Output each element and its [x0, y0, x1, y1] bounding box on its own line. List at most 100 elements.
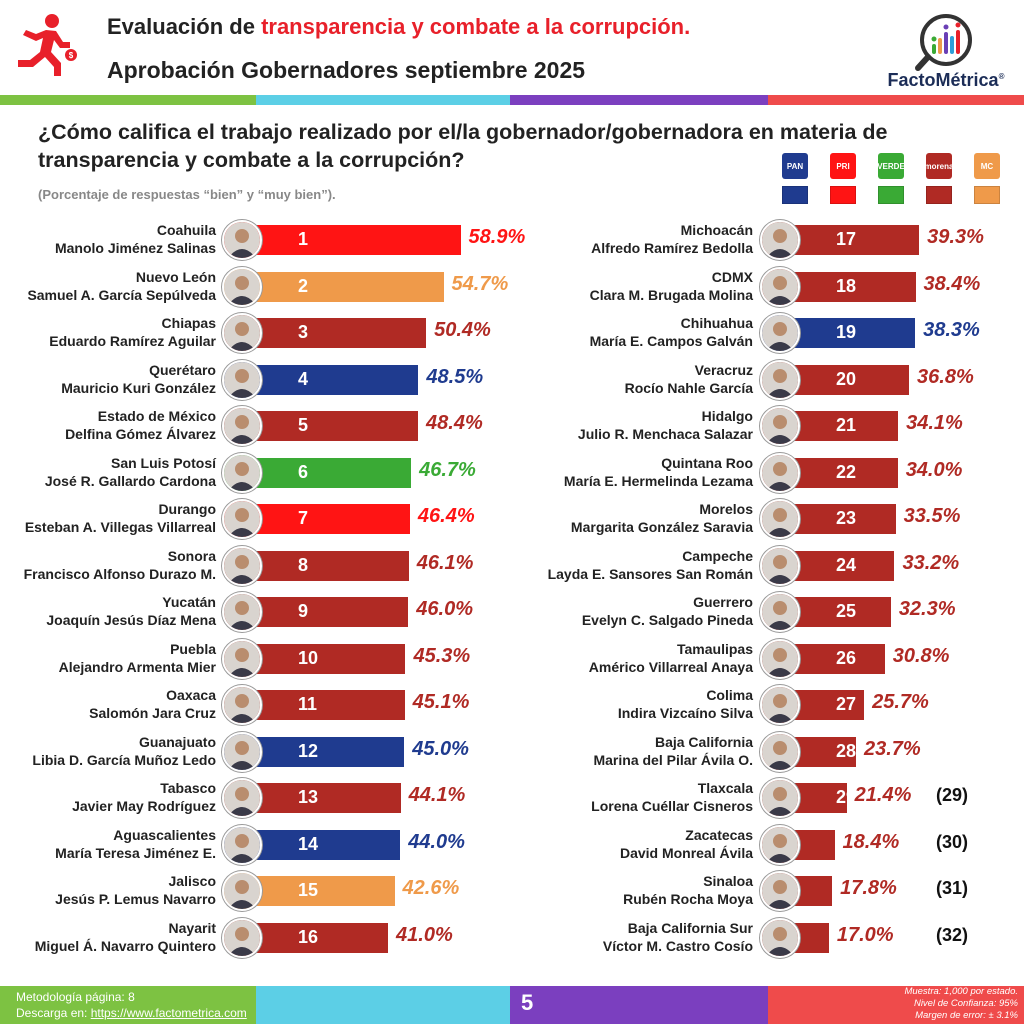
- governor-photo: [760, 266, 800, 307]
- corruption-runner-icon: $: [18, 14, 77, 76]
- rank-number: 2: [298, 275, 309, 296]
- governor-name: María E. Campos Galván: [589, 333, 753, 349]
- note-text: (Porcentaje de respuestas “bien” y “muy …: [38, 187, 336, 202]
- state-name: Michoacán: [680, 222, 753, 238]
- rank-number: 4: [298, 368, 309, 389]
- governor-name: Francisco Alfonso Durazo M.: [23, 565, 216, 582]
- party-legend: PAN PRI VERDE morena MC: [782, 153, 1022, 208]
- governor-row: Nuevo León Samuel A. García Sepúlveda 2 54.…: [0, 264, 1024, 310]
- state-name: Coahuila: [156, 222, 216, 238]
- bar: 11: [240, 690, 405, 720]
- bar: 12: [240, 736, 405, 767]
- governor-photo: [760, 359, 800, 400]
- bar: 16: [240, 922, 389, 953]
- color-stripe-cyan: [256, 95, 510, 105]
- party-pri: PRI: [830, 153, 856, 204]
- governor-row: Sinaloa Rubén Rocha Moya 31 17.8% (31): [0, 868, 1024, 914]
- governor-name: María Teresa Jiménez E.: [55, 844, 216, 861]
- bar: 15: [240, 876, 395, 906]
- governor-row: Tabasco Javier May Rodríguez 13 44.1%: [0, 775, 1024, 821]
- party-logo-pri: PRI: [830, 153, 856, 179]
- governor-photo: [760, 313, 800, 353]
- state-name: Chihuahua: [680, 315, 753, 331]
- state-name: Durango: [158, 501, 216, 517]
- governor-name: María E. Hermelinda Lezama: [563, 472, 753, 489]
- party-swatch: [974, 186, 1000, 204]
- rank-number: 7: [298, 508, 309, 528]
- governor-row: Campeche Layda E. Sansores San Román 24 33.…: [0, 543, 1024, 589]
- governor-row: Sonora Francisco Alfonso Durazo M. 8 46.1%: [0, 543, 1024, 589]
- governor-photo: [222, 359, 262, 400]
- state-name: Puebla: [170, 640, 216, 657]
- footer-band-purple: [510, 986, 768, 1024]
- value-label: 17.0%: [836, 923, 894, 946]
- governor-row: Nayarit Miguel Á. Navarro Quintero 16 41.0%: [0, 915, 1024, 961]
- rank-number: 10: [298, 647, 319, 668]
- bar: 13: [240, 783, 401, 813]
- governor-label: Michoacán Alfredo Ramírez Bedolla: [453, 221, 753, 257]
- state-name: Querétaro: [149, 361, 216, 378]
- governor-label: Guerrero Evelyn C. Salgado Pineda: [453, 593, 753, 629]
- rank-number: 1: [298, 229, 309, 249]
- party-logo-verde: VERDE: [877, 153, 905, 179]
- rank-number: 20: [836, 368, 857, 389]
- value-label: 34.0%: [905, 458, 963, 481]
- state-name: Colima: [706, 687, 753, 703]
- state-name: Veracruz: [694, 361, 753, 378]
- bar: 5: [240, 411, 419, 441]
- state-name: Guerrero: [693, 594, 753, 610]
- bar: 17: [778, 225, 920, 255]
- value-label: 36.8%: [917, 365, 974, 388]
- rank-number: 15: [298, 880, 319, 900]
- download-link[interactable]: https://www.factometrica.com: [90, 1006, 247, 1020]
- governor-row: Guanajuato Libia D. García Muñoz Ledo 12 45…: [0, 729, 1024, 775]
- state-name: Guanajuato: [138, 733, 216, 750]
- value-label: 38.3%: [923, 319, 980, 341]
- rank-number: 31: [836, 880, 857, 900]
- value-label: 42.6%: [402, 877, 460, 899]
- governor-photo: [222, 266, 262, 307]
- governor-label: Zacatecas David Monreal Ávila: [453, 826, 753, 862]
- question-text: ¿Cómo califica el trabajo realizado por …: [38, 120, 888, 172]
- governor-name: Evelyn C. Salgado Pineda: [581, 612, 753, 628]
- governor-name: Joaquín Jesús Díaz Mena: [46, 612, 216, 628]
- governor-label: Hidalgo Julio R. Menchaca Salazar: [453, 407, 753, 443]
- state-name: Oaxaca: [166, 687, 216, 703]
- party-mc: MC: [974, 153, 1000, 204]
- governor-name: Américo Villarreal Anaya: [588, 658, 753, 675]
- value-label: 21.4%: [854, 784, 912, 806]
- rank-label: (29): [936, 785, 969, 805]
- value-label: 46.1%: [416, 551, 474, 574]
- governor-label: Estado de México Delfina Gómez Álvarez: [0, 407, 216, 443]
- governor-photo: [760, 220, 800, 260]
- governor-name: Salomón Jara Cruz: [89, 705, 216, 721]
- governor-photo: [760, 638, 800, 679]
- state-name: Nayarit: [168, 919, 216, 936]
- governor-photo: [222, 545, 262, 586]
- value-label: 45.3%: [413, 644, 471, 667]
- rank-number: 6: [298, 461, 309, 482]
- governor-name: Rubén Rocha Moya: [623, 891, 753, 907]
- governor-label: Campeche Layda E. Sansores San Román: [453, 547, 753, 583]
- governor-row: Oaxaca Salomón Jara Cruz 11 45.1%: [0, 682, 1024, 728]
- value-label: 48.5%: [426, 365, 484, 388]
- rank-number: 3: [298, 322, 309, 342]
- sample-info: Muestra: 1,000 por estado. Nivel de Conf…: [904, 986, 1018, 1022]
- governor-name: José R. Gallardo Cardona: [44, 472, 216, 489]
- governor-name: Esteban A. Villegas Villarreal: [24, 519, 216, 535]
- governor-name: Marina del Pilar Ávila O.: [593, 751, 753, 768]
- governor-label: Tamaulipas Américo Villarreal Anaya: [453, 640, 753, 676]
- governor-name: Lorena Cuéllar Cisneros: [591, 798, 753, 814]
- state-name: Morelos: [699, 501, 753, 517]
- state-name: Tabasco: [160, 780, 216, 796]
- governor-row: Jalisco Jesús P. Lemus Navarro 15 42.6%: [0, 868, 1024, 914]
- governor-label: Chihuahua María E. Campos Galván: [453, 314, 753, 350]
- rank-number: 26: [836, 647, 857, 668]
- governor-row: Baja California Marina del Pilar Ávila O.…: [0, 729, 1024, 775]
- governor-photo: [760, 685, 800, 725]
- governor-row: Estado de México Delfina Gómez Álvarez 5 48…: [0, 403, 1024, 449]
- bar: 2: [240, 271, 444, 302]
- bar: 10: [240, 643, 406, 674]
- governor-row: Chiapas Eduardo Ramírez Aguilar 3 50.4%: [0, 310, 1024, 356]
- governor-name: Libia D. García Muñoz Ledo: [32, 751, 216, 768]
